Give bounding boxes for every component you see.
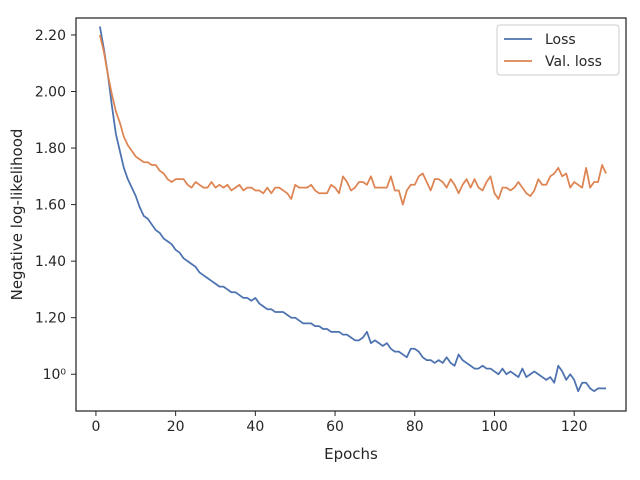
legend-box: [496, 24, 620, 76]
y-tick-label: 1.80: [35, 141, 66, 157]
x-tick-label: 20: [167, 419, 185, 435]
x-tick-label: 40: [246, 419, 264, 435]
legend-label-1: Val. loss: [545, 54, 602, 70]
legend: Loss Val. loss: [496, 24, 620, 76]
y-tick-label: 10⁰: [43, 367, 67, 383]
x-tick-label: 60: [326, 419, 344, 435]
y-tick-label: 2.00: [35, 85, 66, 101]
legend-label-0: Loss: [545, 32, 576, 48]
x-tick-label: 120: [561, 419, 588, 435]
y-axis-ticks: 10⁰ 1.20 1.40 1.60 1.80 2.00 2.20: [35, 28, 76, 383]
y-axis-label: Negative log-likelihood: [8, 129, 26, 301]
x-tick-label: 80: [406, 419, 424, 435]
y-tick-label: 1.20: [35, 311, 66, 327]
x-axis-ticks: 0 20 40 60 80 100 120: [91, 411, 588, 435]
plot-frame: [75, 17, 627, 412]
series-line-0: [99, 26, 607, 393]
series-line-1: [99, 34, 607, 206]
y-tick-label: 2.20: [35, 28, 66, 44]
x-tick-label: 100: [481, 419, 508, 435]
y-tick-label: 1.60: [35, 198, 66, 214]
plot-lines: [99, 26, 607, 393]
x-tick-label: 0: [91, 419, 100, 435]
x-axis-label: Epochs: [324, 445, 378, 463]
y-tick-label: 1.40: [35, 254, 66, 270]
